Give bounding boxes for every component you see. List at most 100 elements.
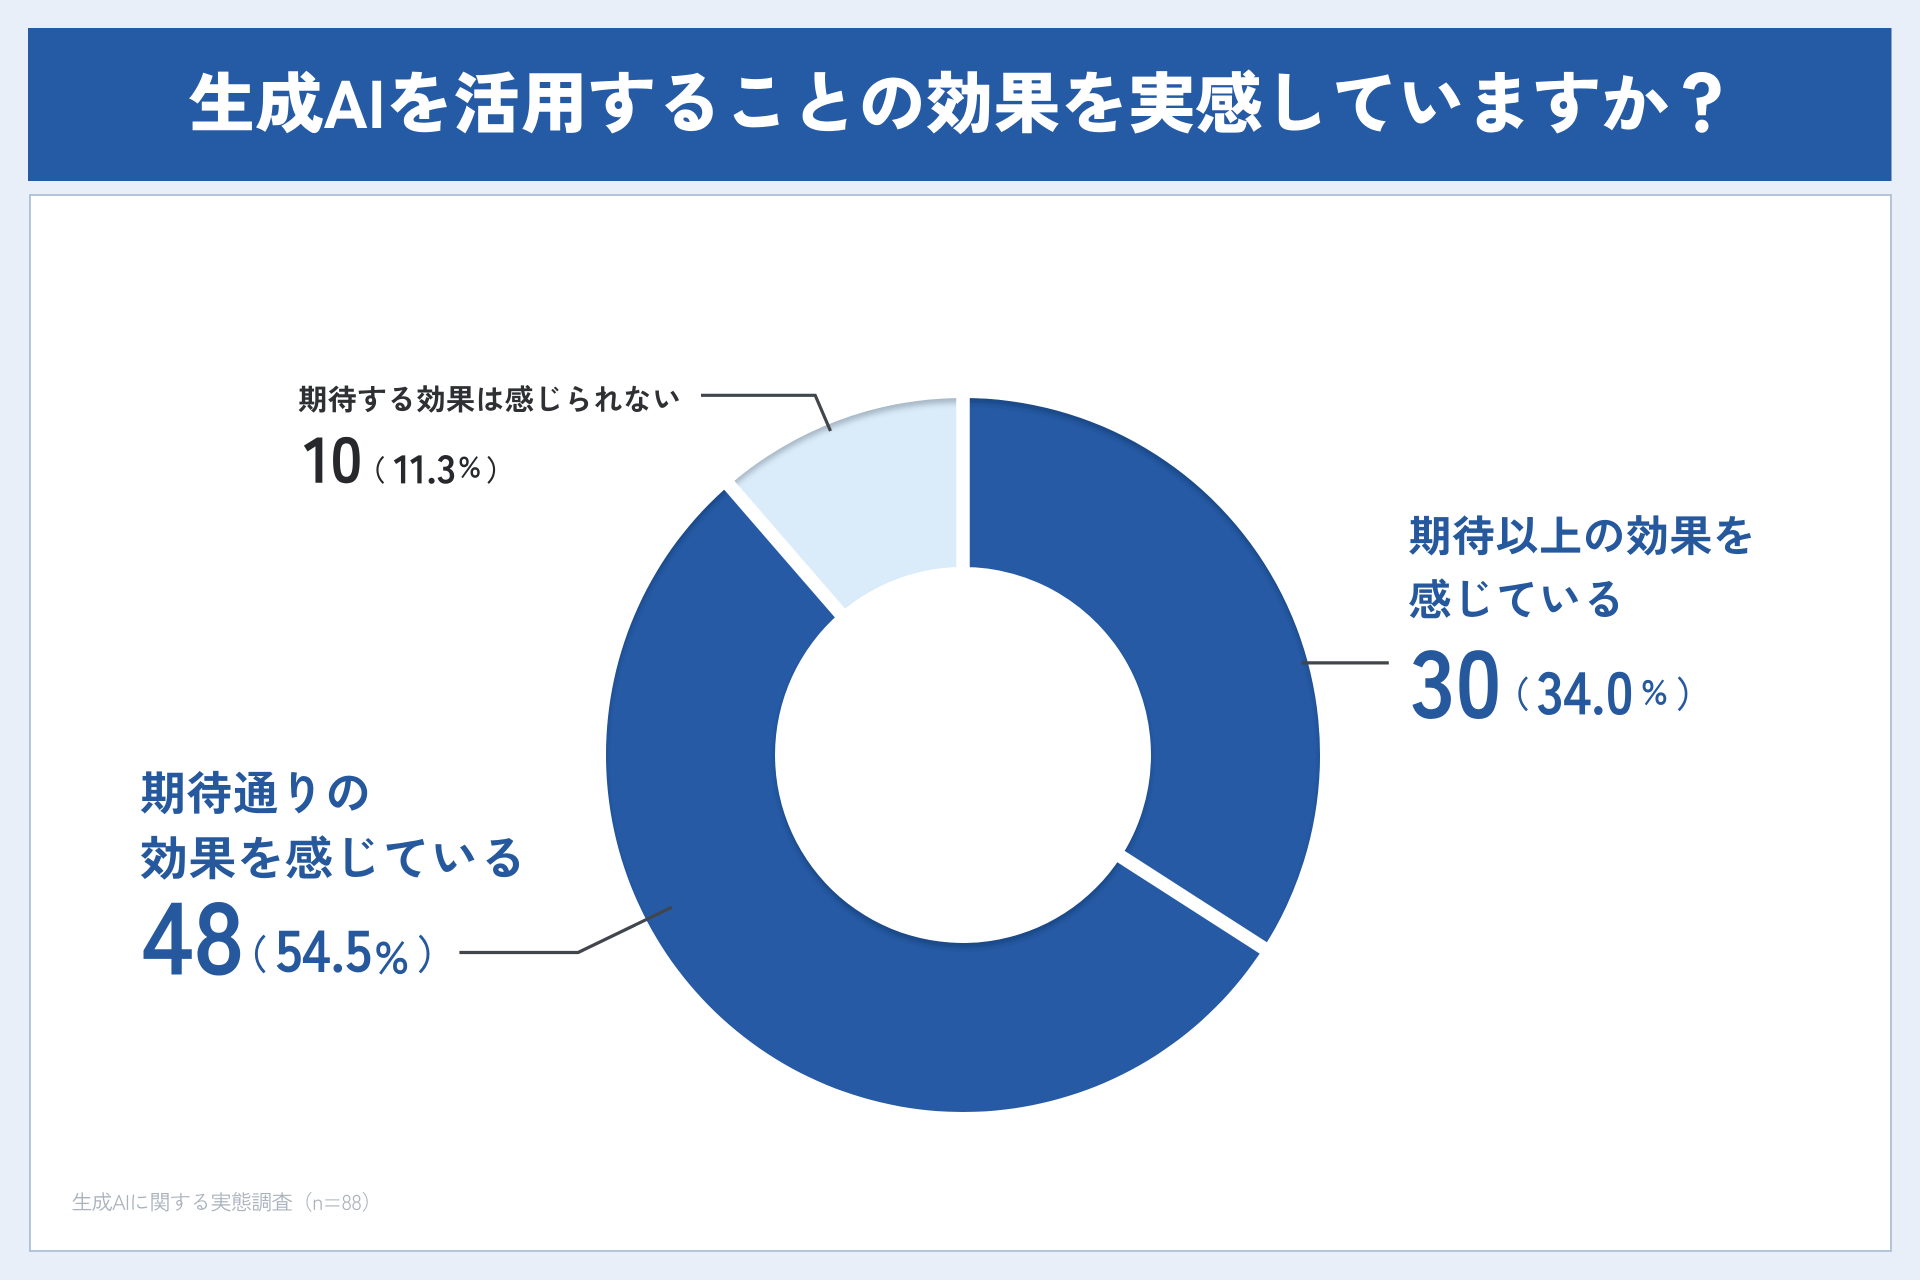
glyph <box>1496 516 1538 555</box>
glyph <box>1535 71 1598 134</box>
glyph <box>446 386 475 413</box>
glyph <box>328 775 368 811</box>
glyph <box>437 454 455 484</box>
glyph <box>333 436 360 484</box>
glyph <box>1462 580 1489 617</box>
segment-gap <box>1107 844 1278 961</box>
glyph <box>995 72 1059 134</box>
glyph <box>1459 650 1498 719</box>
glyph <box>276 930 301 973</box>
glyph <box>590 71 653 134</box>
glyph <box>1594 706 1603 716</box>
glyph <box>140 835 185 880</box>
glyph <box>197 901 241 976</box>
donut-segment <box>729 398 963 613</box>
glyph <box>1543 586 1579 613</box>
glyph <box>143 902 192 975</box>
glyph <box>595 386 622 412</box>
page-title <box>189 69 1721 135</box>
glyph <box>522 73 582 134</box>
glyph <box>391 386 412 412</box>
glyph <box>733 77 779 128</box>
glyph <box>1409 515 1449 556</box>
glyph <box>193 1193 207 1210</box>
glyph <box>1626 515 1667 556</box>
leader-lines <box>459 393 1389 955</box>
glyph <box>1585 519 1623 553</box>
glyph <box>126 1195 129 1210</box>
label-segment-as-expected <box>140 770 520 976</box>
glyph <box>298 385 326 413</box>
glyph <box>290 771 314 814</box>
glyph <box>1670 516 1712 556</box>
glyph <box>231 1191 252 1212</box>
donut-segments <box>606 398 1321 1112</box>
glyph <box>1541 516 1581 553</box>
leader-line <box>459 905 673 955</box>
glyph <box>362 1191 368 1212</box>
glyph <box>1564 672 1591 715</box>
glyph <box>486 838 520 878</box>
glyph <box>254 934 266 974</box>
glyph <box>372 80 382 128</box>
glyph <box>346 930 371 973</box>
glyph <box>324 80 368 128</box>
glyph <box>455 71 518 134</box>
glyph <box>1588 580 1619 617</box>
glyph <box>665 72 713 132</box>
donut-chart <box>606 386 1321 1112</box>
glyph <box>306 1191 312 1212</box>
glyph <box>655 390 680 408</box>
glyph <box>251 1193 271 1212</box>
glyph <box>478 387 503 412</box>
glyph <box>1716 516 1752 555</box>
glyph <box>435 844 475 872</box>
glyph <box>240 836 280 879</box>
glyph <box>187 770 231 814</box>
glyph <box>1130 71 1194 134</box>
glyph <box>1065 71 1122 133</box>
glyph <box>569 386 589 412</box>
glyph <box>189 837 236 880</box>
glyph <box>487 455 496 484</box>
glyph <box>802 72 847 132</box>
glyph <box>233 771 278 814</box>
glyph <box>393 455 406 484</box>
glyph <box>1409 578 1451 619</box>
glyph <box>1412 650 1451 719</box>
glyph <box>171 1192 190 1211</box>
glyph <box>313 1199 322 1210</box>
leader-line <box>701 393 832 432</box>
glyph <box>132 1194 148 1210</box>
glyph <box>1499 581 1534 618</box>
glyph <box>1642 679 1667 706</box>
glyph <box>112 1195 126 1210</box>
glyph <box>1677 676 1688 712</box>
glyph <box>1452 515 1494 556</box>
glyph <box>1195 69 1262 133</box>
glyph <box>1683 71 1721 133</box>
donut-segment <box>606 485 1264 1112</box>
glyph <box>140 771 183 815</box>
glyph <box>376 455 385 484</box>
glyph <box>325 1199 340 1207</box>
glyph <box>345 837 374 878</box>
glyph <box>328 385 356 413</box>
glyph <box>390 71 447 133</box>
glyph <box>303 437 323 483</box>
glyph <box>1336 74 1391 132</box>
glyph <box>272 1192 293 1211</box>
glyph <box>1603 75 1669 131</box>
glyph <box>333 963 343 973</box>
glyph <box>862 77 921 130</box>
label-segment-no-effect <box>298 384 680 484</box>
glyph <box>418 934 430 974</box>
glyph <box>416 385 444 413</box>
glyph <box>92 1192 113 1212</box>
glyph <box>376 941 408 975</box>
glyph <box>358 385 386 413</box>
glyph <box>459 456 480 479</box>
glyph <box>386 838 425 878</box>
glyph <box>211 1192 231 1212</box>
